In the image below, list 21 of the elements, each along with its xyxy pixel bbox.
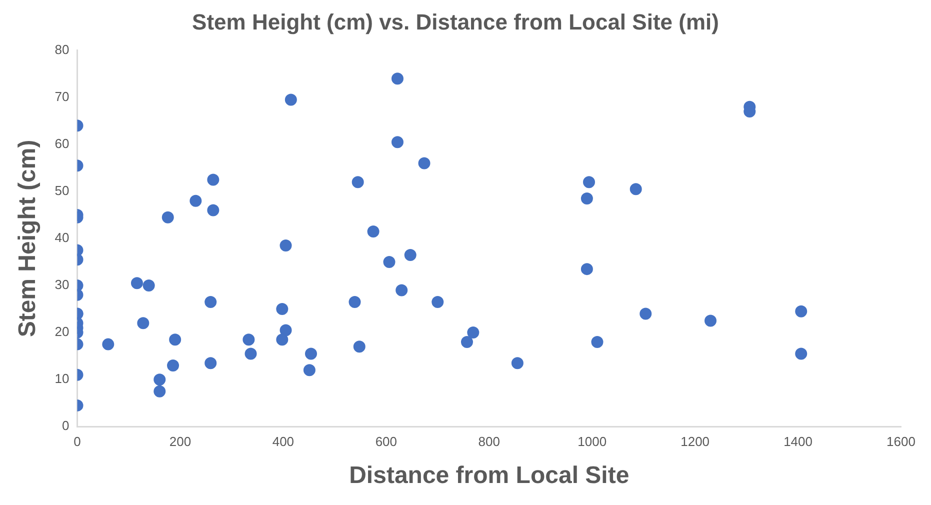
y-tick-label: 30 [54, 277, 70, 292]
y-tick-label: 40 [54, 230, 70, 246]
y-tick-label: 10 [54, 371, 70, 386]
chart-title: Stem Height (cm) vs. Distance from Local Site (mi) [192, 9, 719, 34]
x-tick-label: 1000 [578, 434, 607, 449]
x-axis-title: Distance from Local Site [349, 462, 630, 490]
x-tick-label: 200 [169, 434, 192, 449]
x-tick-label: 400 [272, 434, 294, 449]
y-tick-label: 20 [54, 324, 70, 340]
x-tick-label: 1600 [886, 434, 916, 449]
y-tick-label: 60 [54, 136, 70, 152]
x-tick-label: 0 [74, 434, 81, 449]
y-tick-label: 70 [54, 89, 70, 104]
y-tick-label: 50 [54, 183, 70, 198]
x-tick-label: 800 [478, 434, 500, 449]
x-tick-label: 1400 [784, 434, 812, 449]
y-axis-title: Stem Height (cm) [14, 140, 42, 338]
x-tick-label: 600 [375, 434, 398, 449]
y-tick-label: 80 [54, 42, 70, 57]
x-tick-label: 1200 [680, 434, 710, 449]
y-tick-label: 0 [62, 418, 70, 434]
